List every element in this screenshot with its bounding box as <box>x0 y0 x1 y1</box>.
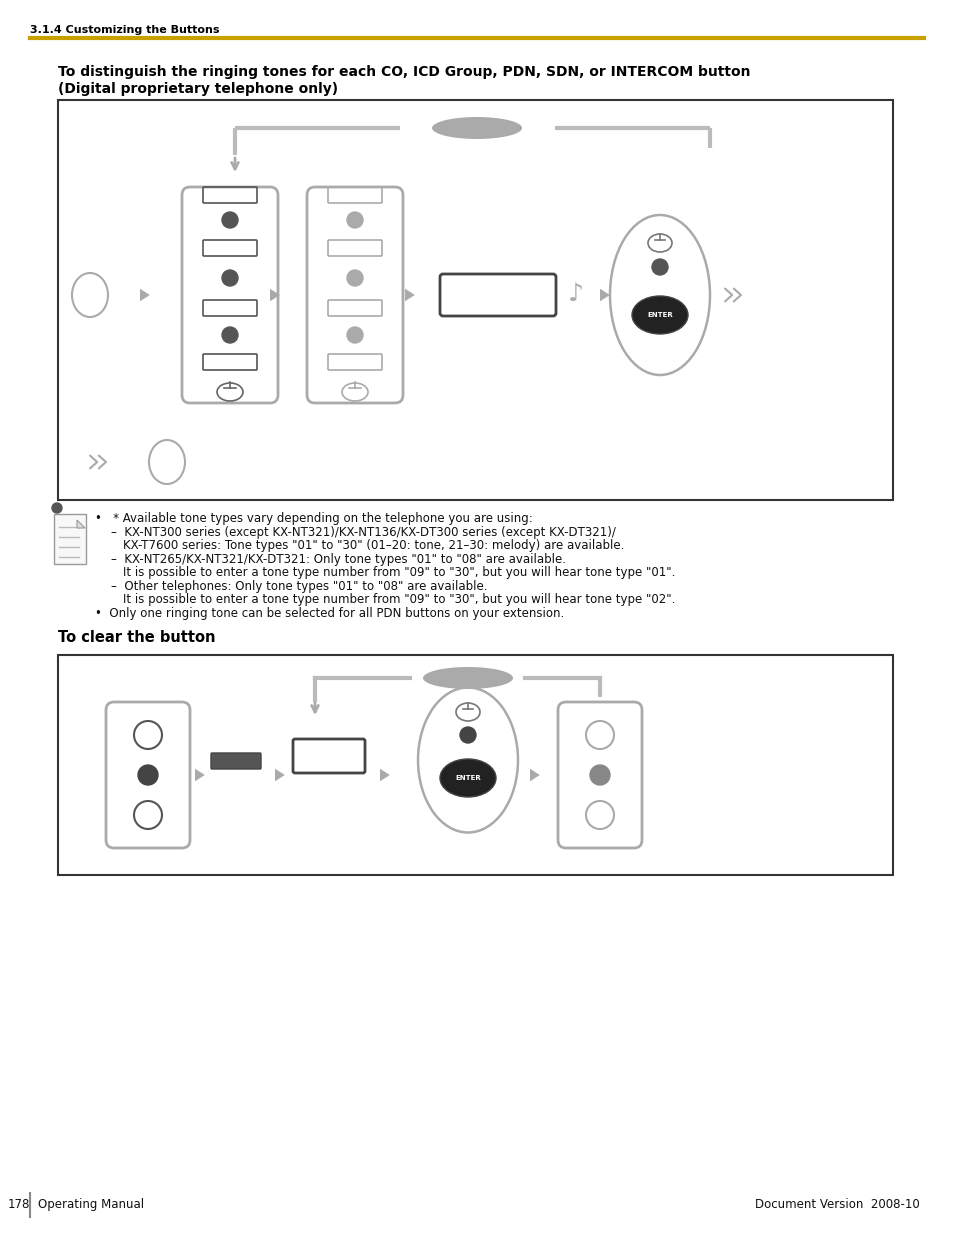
Polygon shape <box>379 768 390 782</box>
Text: ENTER: ENTER <box>646 312 672 317</box>
Text: 178: 178 <box>8 1198 30 1212</box>
Polygon shape <box>77 520 85 529</box>
Circle shape <box>651 259 667 275</box>
Text: –  KX-NT265/KX-NT321/KX-DT321: Only tone types "01" to "08" are available.: – KX-NT265/KX-NT321/KX-DT321: Only tone … <box>111 553 565 566</box>
Ellipse shape <box>422 667 513 689</box>
FancyBboxPatch shape <box>211 753 261 769</box>
Circle shape <box>347 270 363 287</box>
Text: (Digital proprietary telephone only): (Digital proprietary telephone only) <box>58 82 337 96</box>
Polygon shape <box>530 768 539 782</box>
Circle shape <box>138 764 158 785</box>
Text: ♪: ♪ <box>567 282 583 306</box>
Polygon shape <box>140 289 150 301</box>
Text: Operating Manual: Operating Manual <box>38 1198 144 1212</box>
FancyBboxPatch shape <box>439 274 556 316</box>
Polygon shape <box>599 289 609 301</box>
FancyBboxPatch shape <box>54 514 86 564</box>
Circle shape <box>222 212 237 228</box>
Text: –  Other telephones: Only tone types "01" to "08" are available.: – Other telephones: Only tone types "01"… <box>111 580 487 593</box>
Text: •   * Available tone types vary depending on the telephone you are using:: • * Available tone types vary depending … <box>95 513 532 525</box>
Circle shape <box>459 727 476 743</box>
Ellipse shape <box>439 760 496 797</box>
Circle shape <box>589 764 609 785</box>
Polygon shape <box>405 289 415 301</box>
Text: To clear the button: To clear the button <box>58 630 215 645</box>
Ellipse shape <box>631 296 687 333</box>
Text: It is possible to enter a tone type number from "09" to "30", but you will hear : It is possible to enter a tone type numb… <box>123 593 675 606</box>
Text: To distinguish the ringing tones for each CO, ICD Group, PDN, SDN, or INTERCOM b: To distinguish the ringing tones for eac… <box>58 65 750 79</box>
Bar <box>58 100 892 500</box>
Polygon shape <box>270 289 279 301</box>
FancyBboxPatch shape <box>293 739 365 773</box>
Circle shape <box>347 212 363 228</box>
Text: Document Version  2008-10: Document Version 2008-10 <box>755 1198 919 1212</box>
Text: It is possible to enter a tone type number from "09" to "30", but you will hear : It is possible to enter a tone type numb… <box>123 566 675 579</box>
Ellipse shape <box>432 117 521 140</box>
Text: •  Only one ringing tone can be selected for all PDN buttons on your extension.: • Only one ringing tone can be selected … <box>95 606 563 620</box>
Circle shape <box>347 327 363 343</box>
Circle shape <box>52 503 62 513</box>
Text: KX-T7600 series: Tone types "01" to "30" (01–20: tone, 21–30: melody) are availa: KX-T7600 series: Tone types "01" to "30"… <box>123 538 623 552</box>
Text: –  KX-NT300 series (except KX-NT321)/KX-NT136/KX-DT300 series (except KX-DT321)/: – KX-NT300 series (except KX-NT321)/KX-N… <box>111 526 616 538</box>
Circle shape <box>222 327 237 343</box>
Polygon shape <box>274 768 285 782</box>
Text: ENTER: ENTER <box>455 776 480 781</box>
Circle shape <box>222 270 237 287</box>
Text: 3.1.4 Customizing the Buttons: 3.1.4 Customizing the Buttons <box>30 25 219 35</box>
Bar <box>58 655 892 876</box>
Polygon shape <box>194 768 205 782</box>
